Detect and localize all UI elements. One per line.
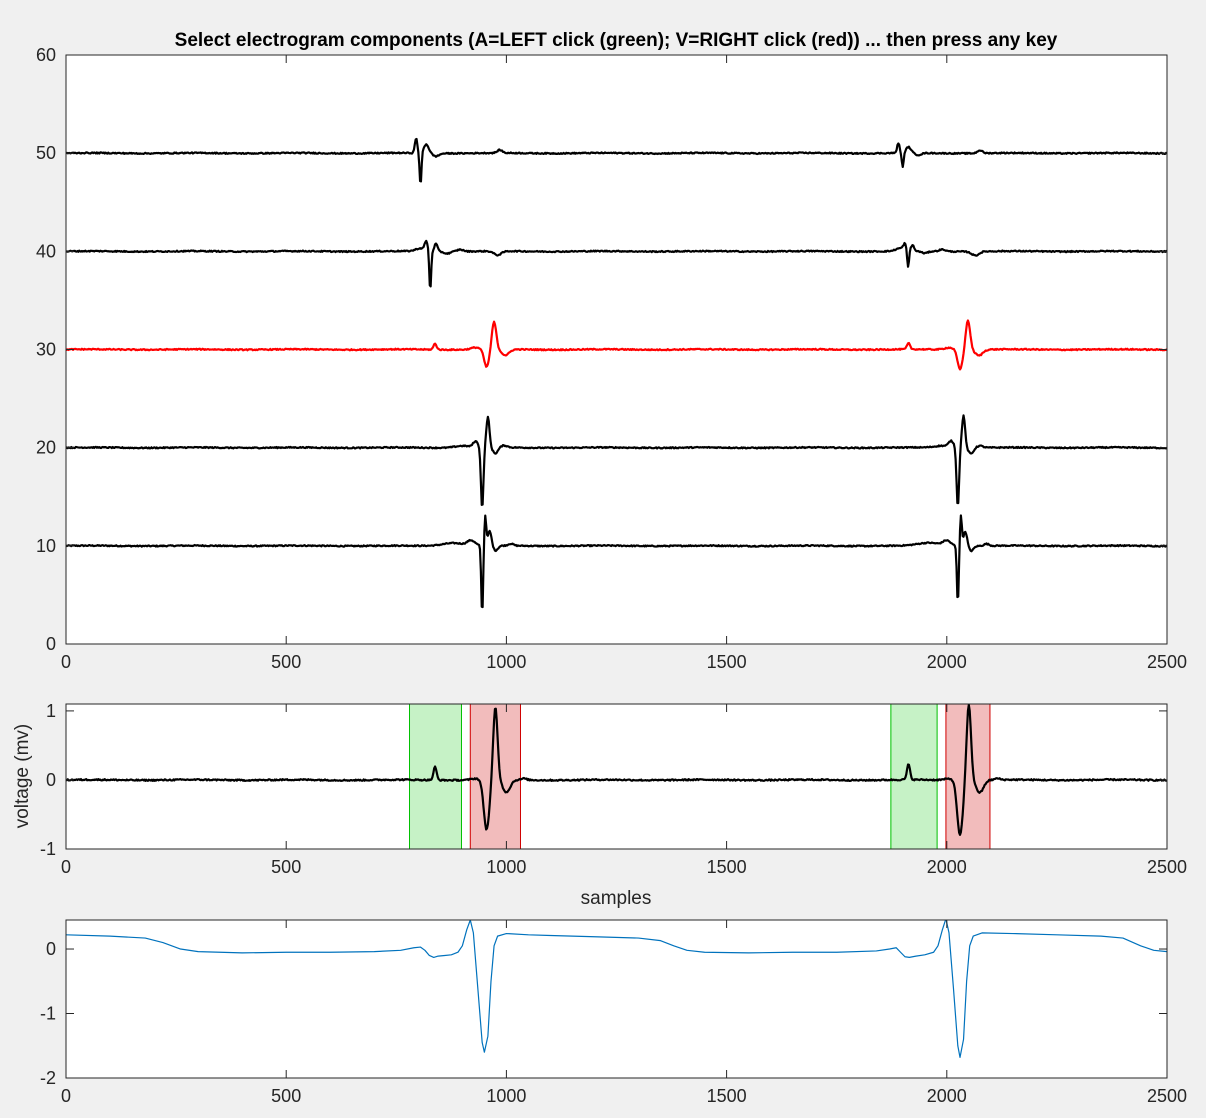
- panel-1-y-tick-label: 10: [36, 536, 56, 556]
- panel-3-y-tick-label: -2: [40, 1068, 56, 1088]
- panel-2-x-tick-label: 1500: [707, 857, 747, 877]
- panel-2-y-tick-label: 0: [46, 770, 56, 790]
- panel-1-series-line-1: [66, 414, 1167, 507]
- panel-1-x-tick-label: 2500: [1147, 652, 1187, 672]
- panel-1-y-tick-label: 20: [36, 438, 56, 458]
- panel-3: 0 500 1000 1500 2000 2500 -2 -1 0: [40, 919, 1187, 1106]
- panel-1-y-tick-label: 60: [36, 45, 56, 65]
- panel-1-y-tick-label: 50: [36, 143, 56, 163]
- panel-2-xlabel: samples: [581, 888, 652, 909]
- panel-3-y-tick-label: 0: [46, 939, 56, 959]
- panel-2-axes-box: [65, 703, 1168, 850]
- atrial-selection-region-2[interactable]: [890, 703, 938, 850]
- atrial-selection-region-0[interactable]: [409, 703, 462, 850]
- panel-1-x-tick-label: 1000: [486, 652, 526, 672]
- panel-2-y-tick-label: -1: [40, 839, 56, 859]
- panel-2-x-tick-label: 500: [271, 857, 301, 877]
- panel-1: 0 500 1000 1500 2000 2500 0 10 20 30 40 50 60 Select…: [36, 30, 1187, 672]
- panel-1-y-tick-label: 40: [36, 241, 56, 261]
- panel-1-x-tick-label: 2000: [927, 652, 967, 672]
- panel-3-x-tick-label: 500: [271, 1086, 301, 1106]
- panel-3-y-tick-label: -1: [40, 1004, 56, 1024]
- panel-3-x-tick-label: 1500: [707, 1086, 747, 1106]
- panel-3-x-tick-label: 0: [61, 1086, 71, 1106]
- panel-1-y-tick-label: 0: [46, 634, 56, 654]
- panel-1-series-line-2: [66, 319, 1167, 371]
- panel-3-series-line-0: [66, 920, 1167, 1058]
- panel-1-series-line-0: [66, 514, 1167, 609]
- panel-2-x-tick-label: 0: [61, 857, 71, 877]
- panel-3-x-tick-label: 1000: [486, 1086, 526, 1106]
- panel-1-series-line-3: [66, 239, 1167, 288]
- panel-2-plot-area[interactable]: [66, 704, 1167, 849]
- panel-2: 0 500 1000 1500 2000 2500-101 samples voltage…: [12, 701, 1187, 909]
- panel-1-x-tick-label: 0: [61, 652, 71, 672]
- panel-3-x-tick-label: 2000: [927, 1086, 967, 1106]
- panel-2-x-tick-label: 1000: [486, 857, 526, 877]
- panel-3-axes-box: [65, 919, 1168, 1079]
- panel-1-x-tick-label: 500: [271, 652, 301, 672]
- panel-2-x-tick-label: 2000: [927, 857, 967, 877]
- panel-3-x-tick-label: 2500: [1147, 1086, 1187, 1106]
- panel-3-plot-area[interactable]: [66, 920, 1167, 1078]
- panel-1-x-tick-label: 1500: [707, 652, 747, 672]
- panel-1-series-line-4: [66, 137, 1167, 183]
- panel-2-ylabel: voltage (mv): [12, 724, 33, 829]
- panel-2-x-tick-label: 2500: [1147, 857, 1187, 877]
- panel-1-title: Select electrogram components (A=LEFT cl…: [175, 30, 1058, 51]
- panel-2-series-line-0: [66, 704, 1167, 836]
- panel-2-y-tick-label: 1: [46, 701, 56, 721]
- panel-1-y-tick-label: 30: [36, 340, 56, 360]
- ventricular-selection-region-1[interactable]: [469, 703, 521, 850]
